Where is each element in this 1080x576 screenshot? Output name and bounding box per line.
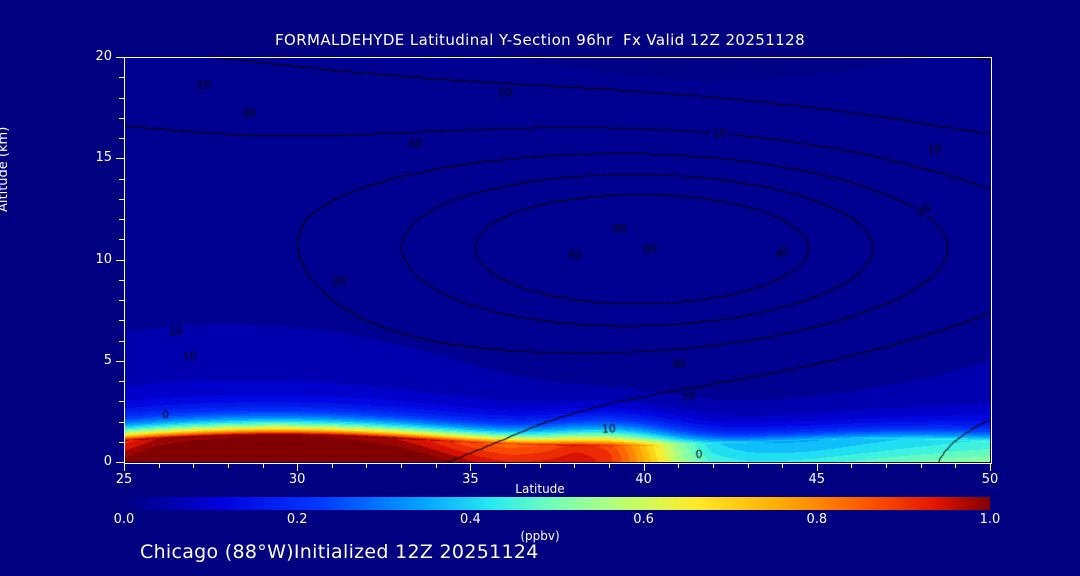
contour-overlay [124, 57, 990, 462]
x-axis-tick [505, 463, 506, 468]
colorbar-tick-label: 0.4 [460, 512, 481, 527]
x-axis-tick [574, 463, 575, 468]
footer-caption: Chicago (88°W)Initialized 12Z 20251124 [140, 541, 539, 563]
y-axis-label: Altitude (km) [0, 126, 11, 212]
colorbar-tick-label: 0.0 [113, 512, 135, 527]
y-axis-tick [116, 462, 124, 463]
colorbar-tick-label: 0.6 [633, 512, 654, 527]
x-axis-tick [817, 463, 818, 471]
x-tick-label: 50 [981, 472, 999, 487]
colorbar-tick-label: 1.0 [979, 512, 1001, 527]
x-axis-tick [401, 463, 402, 468]
x-axis-tick [886, 463, 887, 468]
x-axis-tick [644, 463, 645, 471]
x-axis-tick [748, 463, 749, 468]
colorbar [124, 497, 990, 510]
x-tick-label: 35 [462, 472, 479, 487]
x-tick-label: 25 [115, 472, 133, 487]
x-tick-label: 30 [288, 472, 306, 487]
y-axis-tick [116, 57, 124, 58]
x-axis-tick [124, 463, 125, 471]
x-axis-tick [228, 463, 229, 468]
x-axis-label: Latitude [515, 482, 565, 496]
page-title: FORMALDEHYDE Latitudinal Y-Section 96hr … [274, 31, 806, 49]
x-axis-tick [678, 463, 679, 468]
y-axis-tick [116, 158, 124, 159]
x-axis-tick [609, 463, 610, 468]
x-axis-tick [436, 463, 437, 468]
x-axis-tick [990, 463, 991, 471]
x-axis-tick [470, 463, 471, 471]
x-tick-label: 40 [635, 472, 652, 487]
y-tick-label: 10 [95, 251, 112, 267]
x-axis-tick [851, 463, 852, 468]
x-axis-tick [159, 463, 160, 468]
x-axis-tick [366, 463, 367, 468]
y-tick-label: 15 [95, 150, 112, 166]
x-axis-tick [263, 463, 264, 468]
y-axis-tick [116, 260, 124, 261]
x-axis-tick [297, 463, 298, 471]
colorbar-tick-label: 0.8 [806, 512, 828, 527]
x-axis-tick [713, 463, 714, 468]
colorbar-tick-label: 0.2 [286, 512, 308, 527]
y-tick-label: 20 [95, 49, 112, 64]
x-axis-tick [332, 463, 333, 468]
x-axis-tick [782, 463, 783, 468]
y-tick-label: 0 [103, 454, 112, 469]
colorbar-units-label: (ppbv) [520, 529, 560, 543]
x-axis-tick [921, 463, 922, 468]
x-tick-label: 45 [808, 472, 826, 487]
y-axis-tick [116, 361, 124, 362]
x-axis-tick [540, 463, 541, 468]
x-axis-tick [193, 463, 194, 468]
x-axis-tick [955, 463, 956, 468]
y-tick-label: 5 [103, 352, 112, 368]
plot-area [124, 57, 990, 462]
